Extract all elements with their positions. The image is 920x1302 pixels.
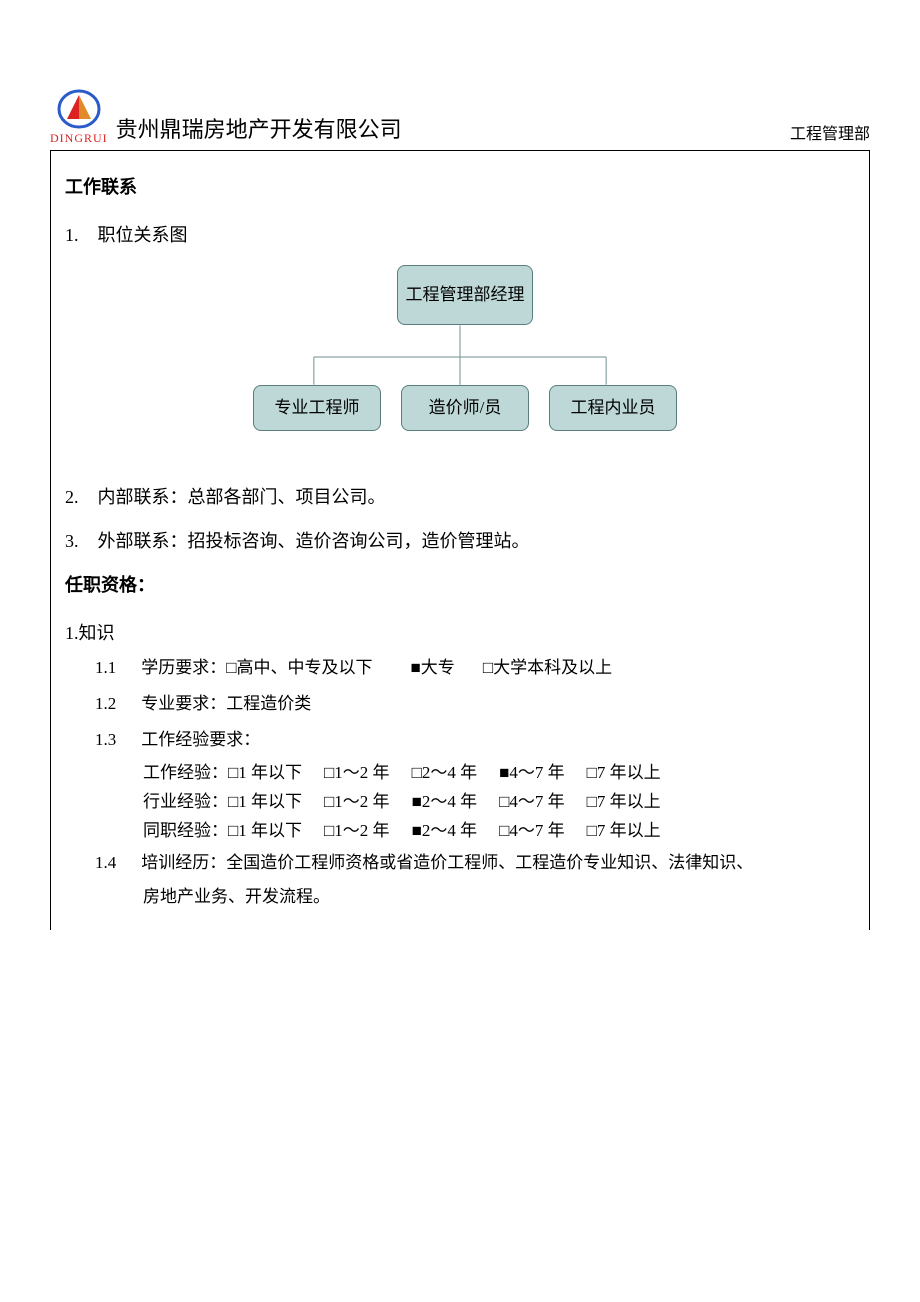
item-text: 总部各部门、项目公司。 [188,487,386,507]
row-index: 1.2 [95,687,137,721]
experience-label: 行业经验： [143,788,228,817]
row-index: 1.1 [95,651,137,685]
experience-option: □4～7 年 [499,817,565,846]
experience-option: □1 年以下 [228,817,302,846]
experience-option: □4～7 年 [499,788,565,817]
department-label: 工程管理部 [790,120,870,146]
company-name: 贵州鼎瑞房地产开发有限公司 [116,112,402,146]
experience-block: 工作经验：□1 年以下□1～2 年□2～4 年■4～7 年□7 年以上行业经验：… [143,759,855,846]
row-text: 工程造价类 [226,694,311,713]
experience-label: 工作经验： [143,759,228,788]
experience-row: 同职经验：□1 年以下 □1～2 年 ■2～4 年 □4～7 年 □7 年以上 [143,817,855,846]
experience-row: 行业经验：□1 年以下 □1～2 年 ■2～4 年 □4～7 年 □7 年以上 [143,788,855,817]
edu-option: □大学本科及以上 [483,658,612,677]
experience-option: □1～2 年 [324,788,390,817]
section-title-qualification: 任职资格： [65,571,855,597]
edu-option: □高中、中专及以下 [226,658,372,677]
row-index: 1.3 [95,723,137,757]
experience-option: □1～2 年 [324,817,390,846]
experience-option: ■4～7 年 [499,759,565,788]
row-label: 专业要求： [141,694,226,713]
experience-label: 同职经验： [143,817,228,846]
experience-row: 工作经验：□1 年以下 □1～2 年 □2～4 年 ■4～7 年 □7 年以上 [143,759,855,788]
item-text: 职位关系图 [98,225,188,245]
row-index: 1.4 [95,846,137,880]
row-label: 工作经验要求： [141,730,260,749]
edu-row: 1.1 学历要求：□高中、中专及以下 ■大专 □大学本科及以上 [95,651,855,685]
external-contact: 3. 外部联系：招投标咨询、造价咨询公司，造价管理站。 [65,527,855,553]
experience-option: □7 年以上 [587,817,661,846]
item-number: 1. [65,623,79,643]
logo-block: DINGRUI 贵州鼎瑞房地产开发有限公司 [50,89,402,146]
item-number: 1. [65,225,93,246]
exp-row-heading: 1.3 工作经验要求： [95,723,855,757]
experience-option: ■2～4 年 [412,817,478,846]
knowledge-list: 1.1 学历要求：□高中、中专及以下■大专□大学本科及以上 1.2 专业要求：工… [95,651,855,757]
org-chart: 工程管理部经理专业工程师造价师/员工程内业员 [65,265,855,455]
org-node-c1: 专业工程师 [253,385,381,431]
experience-option: □1～2 年 [324,759,390,788]
page-header: DINGRUI 贵州鼎瑞房地产开发有限公司 工程管理部 [50,60,870,146]
row-label: 学历要求： [141,658,226,677]
item-number: 3. [65,531,93,552]
section-title-work-contact: 工作联系 [65,173,855,199]
row-label: 培训经历： [141,853,226,872]
experience-option: □1 年以下 [228,759,302,788]
item-label: 外部联系： [98,531,188,551]
item-text: 招投标咨询、造价咨询公司，造价管理站。 [188,531,530,551]
edu-option: ■大专 [411,658,455,677]
edu-options: □高中、中专及以下 ■大专 □大学本科及以上 [226,658,640,677]
item-text: 知识 [79,623,115,643]
training-row: 1.4 培训经历：全国造价工程师资格或省造价工程师、工程造价专业知识、法律知识、 [95,846,855,880]
experience-option: □7 年以上 [587,788,661,817]
experience-option: □2～4 年 [412,759,478,788]
logo-icon [57,89,101,129]
training-text-2: 房地产业务、开发流程。 [143,880,855,914]
org-node-c2: 造价师/员 [401,385,529,431]
item-number: 2. [65,487,93,508]
company-logo: DINGRUI [50,89,108,146]
item-label: 内部联系： [98,487,188,507]
content-box: 工作联系 1. 职位关系图 工程管理部经理专业工程师造价师/员工程内业员 2. … [50,150,870,930]
logo-text: DINGRUI [50,131,108,146]
experience-option: □1 年以下 [228,788,302,817]
major-row: 1.2 专业要求：工程造价类 [95,687,855,721]
experience-option: ■2～4 年 [412,788,478,817]
knowledge-heading: 1.知识 [65,619,855,645]
experience-option: □7 年以上 [587,759,661,788]
org-node-root: 工程管理部经理 [397,265,533,325]
training-text-1: 全国造价工程师资格或省造价工程师、工程造价专业知识、法律知识、 [226,853,753,872]
internal-contact: 2. 内部联系：总部各部门、项目公司。 [65,483,855,509]
org-chart-heading: 1. 职位关系图 [65,221,855,247]
org-node-c3: 工程内业员 [549,385,677,431]
